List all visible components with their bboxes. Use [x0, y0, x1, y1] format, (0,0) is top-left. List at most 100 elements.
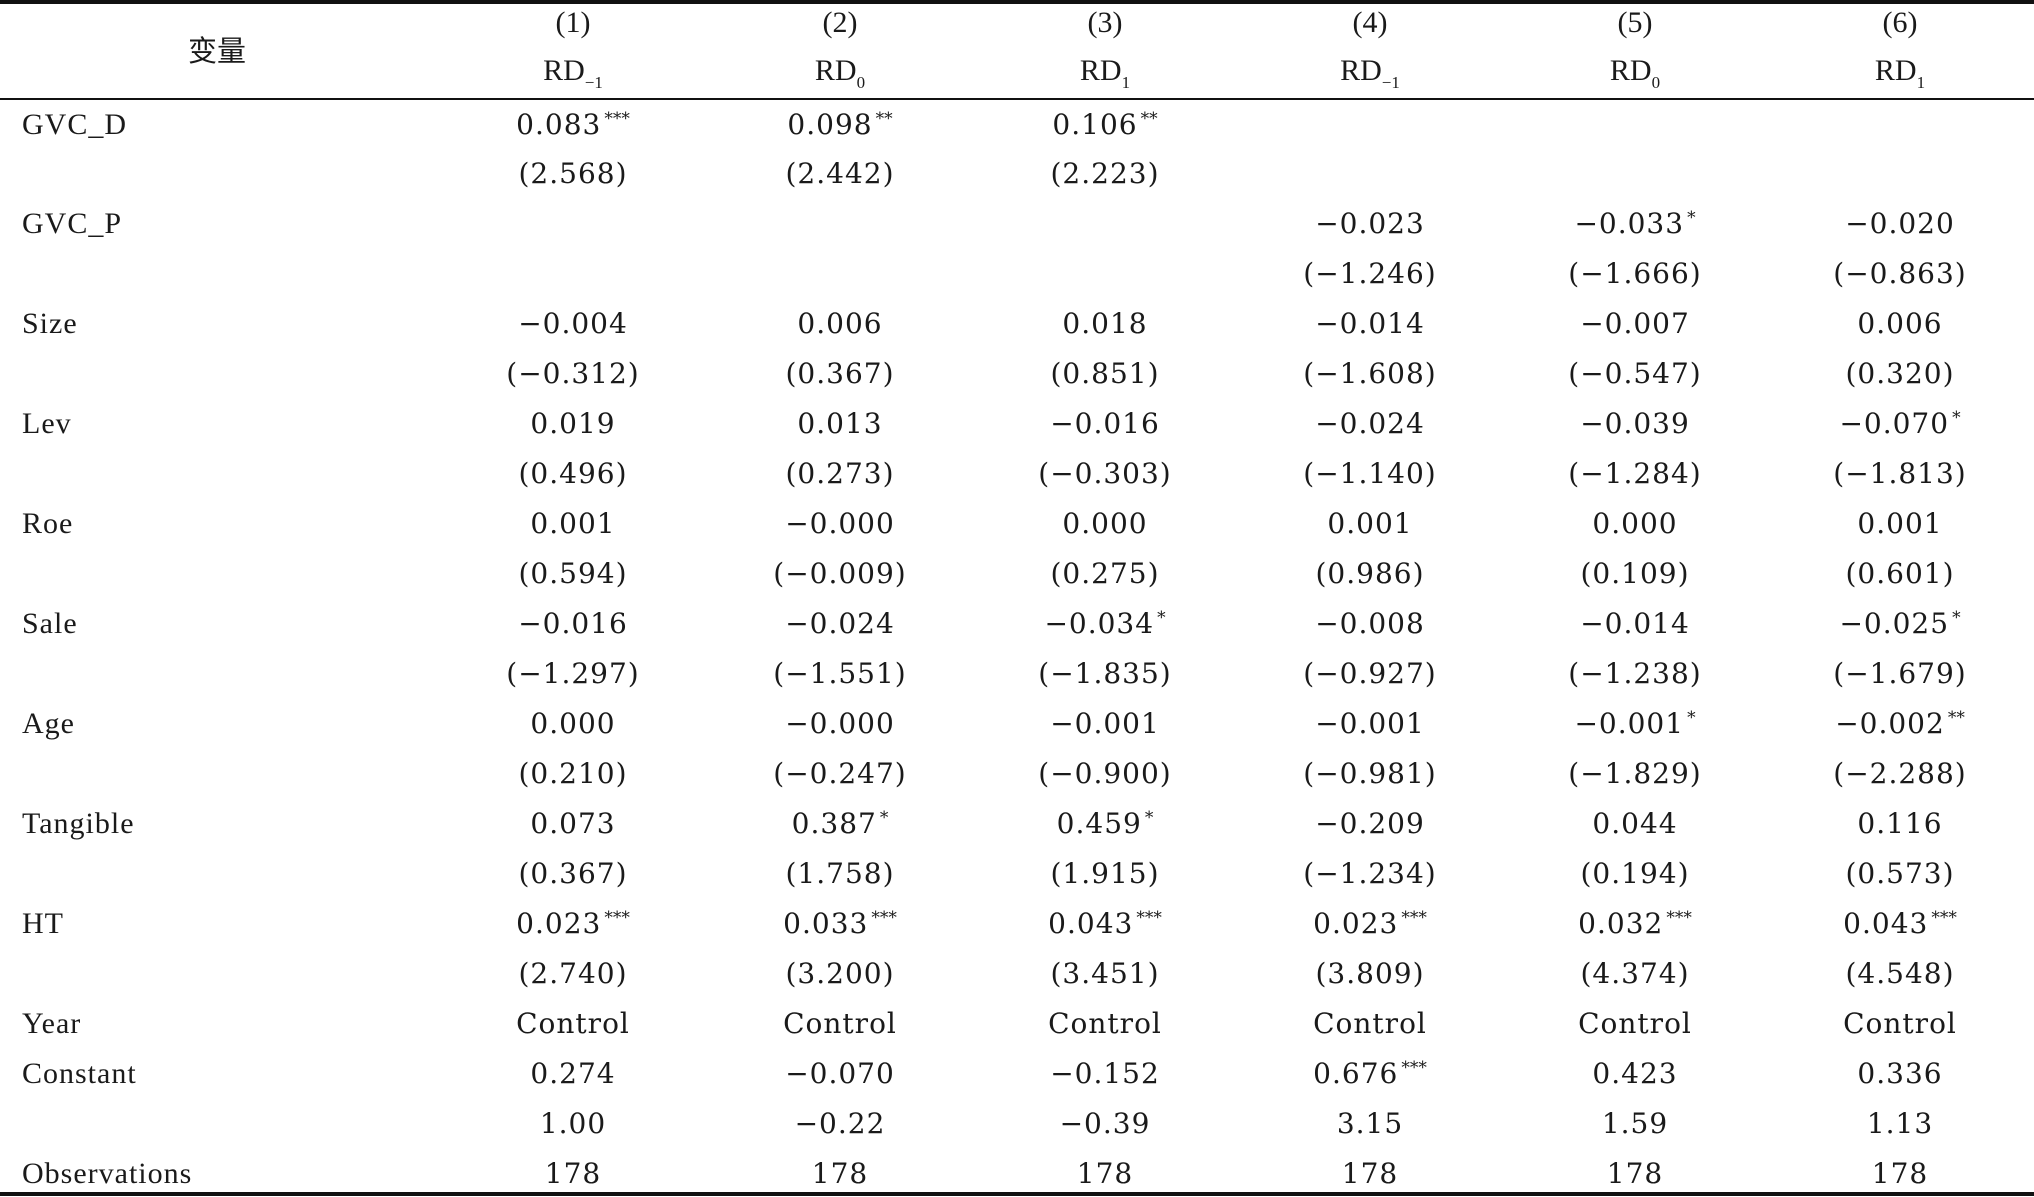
significance-stars: * — [1952, 608, 1961, 628]
coefficient-cell: 0.001 — [1857, 507, 1942, 541]
column-number: (4) — [1352, 6, 1388, 39]
dependent-variable-name: RD — [1340, 54, 1382, 87]
t-statistic-cell: (4.548) — [1845, 957, 1955, 990]
coefficient-value: Control — [1048, 1007, 1162, 1040]
coefficient-value: 0.001 — [530, 507, 616, 540]
coefficient-cell: −0.070 * — [1839, 407, 1960, 441]
t-statistic-cell: (1.758) — [785, 857, 895, 890]
coefficient-cell: 0.006 — [1857, 307, 1942, 341]
t-statistic-cell: (3.809) — [1315, 957, 1425, 990]
coefficient-cell: 178 — [1607, 1157, 1663, 1191]
coefficient-value: 0.073 — [530, 807, 616, 840]
t-statistic-cell: (1.915) — [1050, 857, 1160, 890]
t-statistic-cell: −0.22 — [794, 1107, 886, 1140]
coefficient-value: 0.106 — [1052, 108, 1138, 141]
coefficient-value: 0.274 — [530, 1057, 616, 1090]
significance-stars: * — [1157, 608, 1166, 628]
significance-stars: ** — [875, 109, 893, 129]
t-statistic-cell: (−1.813) — [1833, 457, 1967, 490]
coefficient-cell: −0.000 — [785, 507, 895, 541]
coefficient-cell: 0.000 — [1592, 507, 1677, 541]
dependent-variable-name: RD — [543, 54, 585, 87]
coefficient-cell: 0.676 *** — [1313, 1057, 1427, 1091]
coefficient-cell: 0.001 — [1327, 507, 1412, 541]
coefficient-value: −0.002 — [1835, 707, 1945, 740]
row-label: Constant — [22, 1057, 137, 1090]
column-number: (3) — [1087, 6, 1123, 39]
t-statistic-cell: (0.496) — [518, 457, 628, 490]
significance-stars: *** — [1401, 1058, 1427, 1078]
t-statistic-cell: (3.451) — [1050, 957, 1160, 990]
t-statistic-cell: (0.367) — [785, 357, 895, 390]
t-statistic-cell: (−0.547) — [1568, 357, 1702, 390]
t-statistic-cell: (2.740) — [518, 957, 628, 990]
t-statistic-cell: (2.223) — [1050, 157, 1160, 190]
t-statistic-cell: (−0.312) — [506, 357, 640, 390]
dependent-variable-name: RD — [1609, 54, 1652, 87]
coefficient-cell: 0.013 — [797, 407, 882, 441]
coefficient-value: 178 — [811, 1157, 869, 1190]
t-statistic-cell: (−0.303) — [1038, 457, 1172, 490]
t-statistic-cell: (−1.666) — [1568, 257, 1702, 290]
t-statistic-cell: (0.194) — [1580, 857, 1690, 890]
coefficient-cell: −0.002 ** — [1835, 707, 1965, 741]
coefficient-cell: 0.083 *** — [516, 108, 630, 142]
coefficient-cell: −0.020 — [1845, 207, 1955, 241]
coefficient-value: −0.008 — [1315, 607, 1425, 640]
coefficient-cell: Control — [783, 1007, 897, 1041]
coefficient-value: −0.016 — [1050, 407, 1160, 440]
coefficient-value: Control — [783, 1007, 897, 1040]
dependent-variable-lag: −1 — [1381, 73, 1400, 92]
coefficient-value: 0.044 — [1592, 807, 1678, 840]
t-statistic-cell: 1.00 — [539, 1107, 607, 1140]
coefficient-cell: 0.023 *** — [516, 907, 630, 941]
coefficient-value: −0.039 — [1580, 407, 1690, 440]
t-statistic-cell: (−1.234) — [1303, 857, 1437, 890]
coefficient-cell: 0.387 * — [792, 807, 889, 841]
t-statistic-cell: (−0.247) — [773, 757, 907, 790]
column-number: (2) — [822, 6, 858, 39]
coefficient-value: 0.043 — [1048, 907, 1134, 940]
coefficient-value: 0.000 — [1592, 507, 1678, 540]
column-dependent-variable: RD−1 — [543, 54, 603, 92]
coefficient-cell: 178 — [812, 1157, 868, 1191]
coefficient-cell: −0.152 — [1050, 1057, 1160, 1091]
row-label: Year — [22, 1007, 82, 1040]
coefficient-value: 0.032 — [1578, 907, 1664, 940]
coefficient-cell: −0.039 — [1580, 407, 1690, 441]
coefficient-value: 0.000 — [530, 707, 616, 740]
coefficient-cell: 0.459 * — [1057, 807, 1154, 841]
coefficient-cell: −0.004 — [518, 307, 628, 341]
coefficient-value: 178 — [544, 1157, 602, 1190]
coefficient-cell: 0.001 — [530, 507, 615, 541]
coefficient-cell: −0.001 — [1050, 707, 1160, 741]
dependent-variable-name: RD — [1874, 54, 1917, 87]
coefficient-cell: −0.001 * — [1574, 707, 1695, 741]
coefficient-value: Control — [516, 1007, 630, 1040]
t-statistic-cell: (−1.608) — [1303, 357, 1437, 390]
coefficient-cell: 178 — [1077, 1157, 1133, 1191]
coefficient-cell: 0.274 — [530, 1057, 615, 1091]
t-statistic-cell: (−1.238) — [1568, 657, 1702, 690]
coefficient-cell: −0.014 — [1315, 307, 1425, 341]
column-number: (5) — [1617, 6, 1653, 39]
t-statistic-cell: (0.109) — [1580, 557, 1690, 590]
coefficient-value: Control — [1578, 1007, 1692, 1040]
row-label: Observations — [22, 1157, 193, 1190]
t-statistic-cell: (−1.551) — [773, 657, 907, 690]
row-label: Tangible — [22, 807, 135, 840]
coefficient-cell: 0.106 ** — [1052, 108, 1157, 142]
coefficient-cell: −0.000 — [785, 707, 895, 741]
coefficient-cell: Control — [1313, 1007, 1427, 1041]
coefficient-cell: −0.025 * — [1839, 607, 1960, 641]
coefficient-cell: Control — [1578, 1007, 1692, 1041]
coefficient-value: 0.000 — [1062, 507, 1148, 540]
t-statistic-cell: 1.13 — [1866, 1107, 1934, 1140]
dependent-variable-lag: 1 — [1916, 73, 1926, 92]
coefficient-value: −0.152 — [1050, 1057, 1160, 1090]
coefficient-cell: −0.001 — [1315, 707, 1425, 741]
column-dependent-variable: RD0 — [815, 54, 865, 92]
significance-stars: *** — [1666, 908, 1692, 928]
dependent-variable-lag: 0 — [1651, 73, 1661, 92]
coefficient-value: 0.336 — [1857, 1057, 1943, 1090]
